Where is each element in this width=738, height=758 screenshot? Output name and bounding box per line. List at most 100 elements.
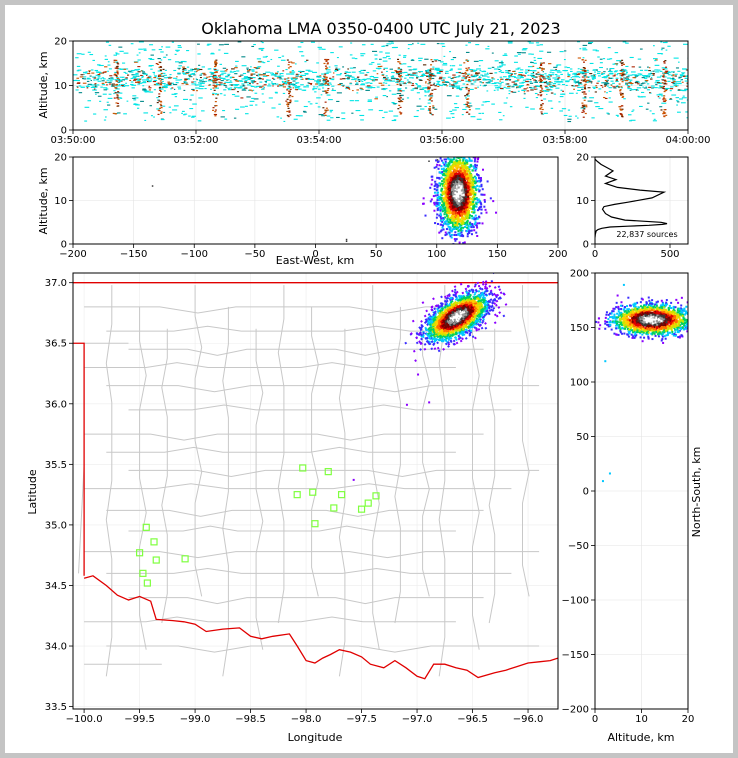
- time-height-source: [517, 53, 521, 55]
- time-height-burst-source: [326, 89, 329, 92]
- time-height-source: [299, 71, 303, 73]
- ew-source: [453, 177, 456, 180]
- time-height-source: [529, 82, 534, 84]
- time-height-xtick-label: 04:00:00: [666, 135, 711, 146]
- time-height-source: [424, 91, 430, 93]
- ew-source: [446, 169, 449, 172]
- time-height-burst-source: [214, 77, 217, 79]
- time-height-source: [482, 75, 488, 77]
- time-height-source: [629, 89, 632, 91]
- time-height-burst-source: [663, 61, 666, 63]
- time-height-source: [391, 93, 397, 95]
- time-height-source: [503, 76, 507, 78]
- time-height-source: [453, 81, 457, 83]
- time-height-source: [287, 85, 290, 87]
- ew-source: [474, 163, 477, 166]
- ew-source: [461, 183, 464, 186]
- time-height-source: [292, 87, 294, 89]
- time-height-source: [465, 97, 467, 99]
- time-height-burst-source: [583, 108, 586, 110]
- time-height-source: [676, 111, 681, 113]
- time-height-burst-source: [619, 73, 622, 75]
- time-height-source: [135, 104, 140, 106]
- time-height-source: [153, 77, 157, 79]
- time-height-source: [563, 50, 567, 52]
- ew-source: [454, 244, 456, 246]
- time-height-source: [248, 89, 252, 91]
- time-height-burst-source: [214, 86, 217, 88]
- time-height-source: [188, 76, 193, 78]
- time-height-burst-source: [542, 76, 545, 78]
- ew-source: [465, 207, 468, 210]
- time-height-source: [143, 48, 147, 50]
- time-height-burst-source: [463, 62, 466, 64]
- time-height-burst-source: [581, 102, 584, 104]
- ew-source: [466, 163, 469, 166]
- ew-source: [440, 189, 443, 192]
- ew-source: [446, 205, 449, 208]
- ew-source: [469, 182, 472, 185]
- time-height-source: [525, 80, 529, 82]
- time-height-burst-source: [398, 104, 401, 107]
- time-height-burst-source: [432, 105, 435, 107]
- time-height-source: [667, 77, 671, 79]
- time-height-source: [262, 62, 266, 64]
- time-height-source: [163, 77, 168, 79]
- ew-source: [465, 173, 468, 176]
- ew-source: [454, 189, 457, 192]
- time-height-burst-source: [664, 71, 667, 74]
- time-height-source: [318, 114, 324, 116]
- time-height-source: [533, 86, 537, 88]
- time-height-source: [474, 87, 478, 89]
- time-height-source: [241, 83, 245, 85]
- time-height-source: [316, 82, 320, 84]
- time-height-source: [121, 84, 124, 87]
- time-height-source: [87, 72, 91, 75]
- time-height-source: [599, 62, 603, 64]
- time-height-burst-source: [287, 107, 290, 109]
- time-height-burst-source: [160, 90, 163, 93]
- time-height-source: [370, 78, 373, 81]
- time-height-source: [312, 88, 318, 90]
- time-height-source: [249, 82, 251, 84]
- ew-source: [437, 195, 440, 198]
- time-height-source: [201, 79, 205, 81]
- time-height-source: [271, 107, 276, 109]
- time-height-burst-source: [325, 79, 328, 81]
- ew-source: [470, 226, 473, 229]
- time-height-source: [427, 90, 431, 92]
- time-height-source: [354, 100, 360, 102]
- time-height-source: [248, 69, 251, 71]
- time-height-source: [381, 88, 385, 90]
- ew-source: [453, 225, 456, 228]
- time-height-burst-source: [158, 78, 161, 80]
- time-height-burst-source: [429, 77, 432, 79]
- time-height-source: [586, 69, 589, 71]
- time-height-source: [142, 72, 146, 74]
- ew-source: [450, 215, 453, 218]
- ew-source: [469, 153, 471, 155]
- ew-source: [463, 241, 466, 244]
- time-height-source: [613, 87, 617, 89]
- time-height-source: [104, 58, 108, 60]
- time-height-source: [307, 101, 311, 103]
- time-height-source: [518, 71, 524, 74]
- ew-source: [460, 175, 463, 178]
- time-height-source: [589, 73, 593, 75]
- ew-source: [454, 178, 457, 181]
- time-height-source: [615, 80, 619, 82]
- time-height-source: [278, 85, 284, 87]
- time-height-source: [263, 84, 267, 86]
- time-height-burst-source: [116, 94, 119, 96]
- time-height-source: [192, 78, 195, 80]
- time-height-source: [206, 76, 209, 78]
- time-height-source: [378, 109, 383, 112]
- time-height-source: [304, 61, 307, 63]
- ew-source: [465, 169, 468, 172]
- ew-source: [452, 203, 455, 206]
- time-height-burst-source: [398, 79, 401, 81]
- time-height-source: [183, 81, 187, 83]
- time-height-source: [637, 58, 642, 60]
- time-height-source: [411, 58, 414, 61]
- time-height-source: [529, 79, 532, 81]
